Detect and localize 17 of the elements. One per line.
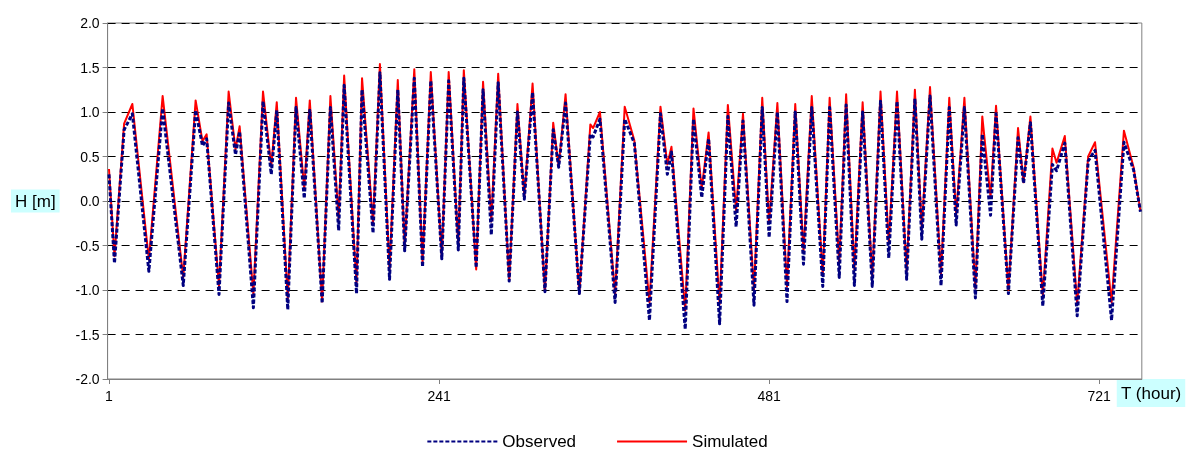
y-tick-label: 0.0 <box>80 193 100 209</box>
y-tick-label: 1.0 <box>80 104 100 120</box>
x-tick-label: 721 <box>1087 388 1112 404</box>
y-tick-label: -1.5 <box>75 326 100 343</box>
y-tick-label: -1.0 <box>75 282 100 298</box>
x-tick-label: 241 <box>427 388 451 404</box>
y-tick-label: 2.0 <box>80 15 100 31</box>
x-tick-label: 1 <box>105 388 114 404</box>
x-tick-label: 481 <box>757 388 782 404</box>
legend-label: Simulated <box>692 432 768 451</box>
y-axis-title: H [m] <box>15 191 56 211</box>
y-tick-label: 0.5 <box>80 148 100 165</box>
legend-label: Observed <box>502 432 577 451</box>
x-axis-title: T (hour) <box>1121 383 1182 403</box>
y-tick-label: -0.5 <box>75 237 100 254</box>
y-tick-label: 1.5 <box>80 59 100 76</box>
y-tick-label: -2.0 <box>75 371 100 387</box>
